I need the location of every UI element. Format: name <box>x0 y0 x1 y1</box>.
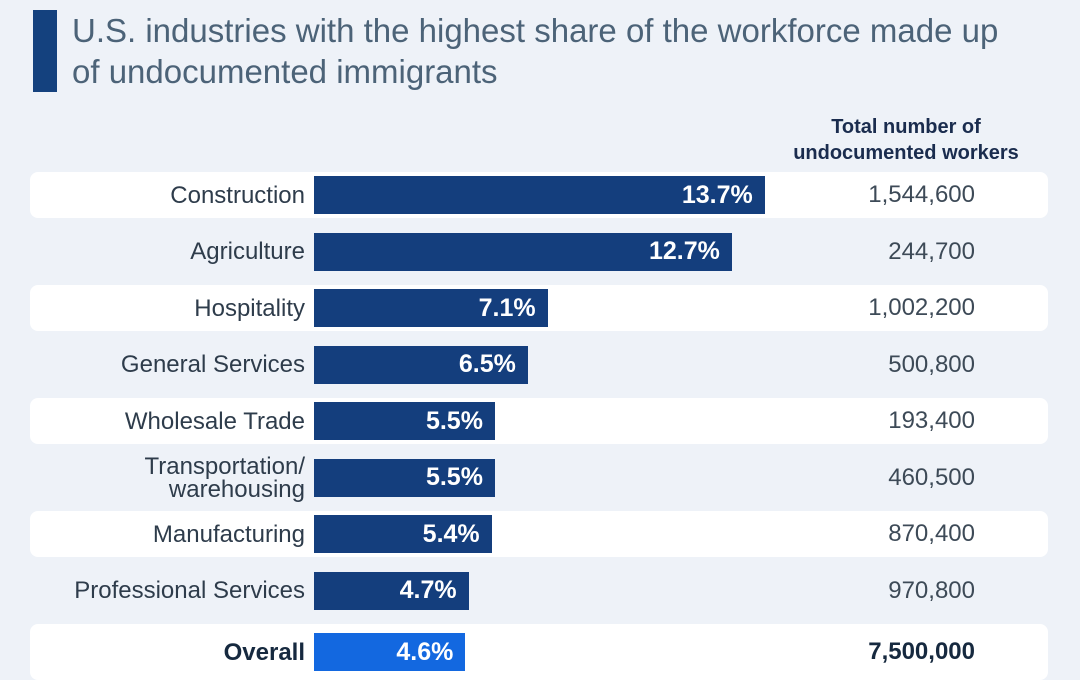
industry-label: Transportation/warehousing <box>144 452 305 503</box>
total-workers-value: 193,400 <box>888 407 975 434</box>
bar-chart-rows: Construction 13.7% 1,544,600 Agriculture… <box>30 172 1048 680</box>
share-bar: 5.4% <box>314 515 492 553</box>
total-column-header-line2: undocumented workers <box>793 142 1019 164</box>
industry-label: General Services <box>120 351 305 378</box>
total-workers-value: 1,544,600 <box>868 181 975 208</box>
industry-label: Manufacturing <box>152 520 305 548</box>
table-row: Professional Services 4.7% 970,800 <box>30 568 1048 614</box>
title-accent-bar <box>33 10 57 92</box>
total-column-header-line1: Total number of <box>831 116 981 138</box>
table-row: Hospitality 7.1% 1,002,200 <box>30 285 1048 331</box>
total-workers-value: 1,002,200 <box>868 294 975 321</box>
industry-label: Construction <box>170 181 305 209</box>
total-workers-value: 460,500 <box>888 463 975 491</box>
industry-label: Overall <box>223 638 305 666</box>
share-bar: 4.6% <box>314 633 466 671</box>
total-workers-value: 7,500,000 <box>868 638 975 665</box>
table-row: Transportation/warehousing 5.5% 460,500 <box>30 452 1048 503</box>
share-bar: 5.5% <box>314 402 495 440</box>
table-row: Overall 4.6% 7,500,000 <box>30 624 1048 680</box>
industry-label: Professional Services <box>74 577 305 604</box>
total-workers-value: 970,800 <box>888 576 975 604</box>
industry-label: Hospitality <box>194 294 305 322</box>
total-workers-value: 500,800 <box>888 350 975 378</box>
share-bar: 7.1% <box>314 289 548 327</box>
share-bar: 13.7% <box>314 176 765 214</box>
table-row: Wholesale Trade 5.5% 193,400 <box>30 398 1048 444</box>
table-row: Construction 13.7% 1,544,600 <box>30 172 1048 218</box>
share-bar: 6.5% <box>314 345 528 384</box>
share-bar: 4.7% <box>314 571 469 610</box>
industry-label: Agriculture <box>190 238 305 265</box>
total-workers-value: 870,400 <box>888 520 975 547</box>
page-title: U.S. industries with the highest share o… <box>72 12 999 90</box>
chart-header: U.S. industries with the highest share o… <box>33 10 1022 92</box>
total-workers-value: 244,700 <box>888 237 975 265</box>
table-row: Manufacturing 5.4% 870,400 <box>30 511 1048 557</box>
total-column-header: Total number of undocumented workers <box>766 114 1046 166</box>
table-row: Agriculture 12.7% 244,700 <box>30 229 1048 275</box>
share-bar: 12.7% <box>314 232 732 271</box>
industry-label: Wholesale Trade <box>124 407 305 435</box>
table-row: General Services 6.5% 500,800 <box>30 342 1048 388</box>
share-bar: 5.5% <box>314 458 495 497</box>
